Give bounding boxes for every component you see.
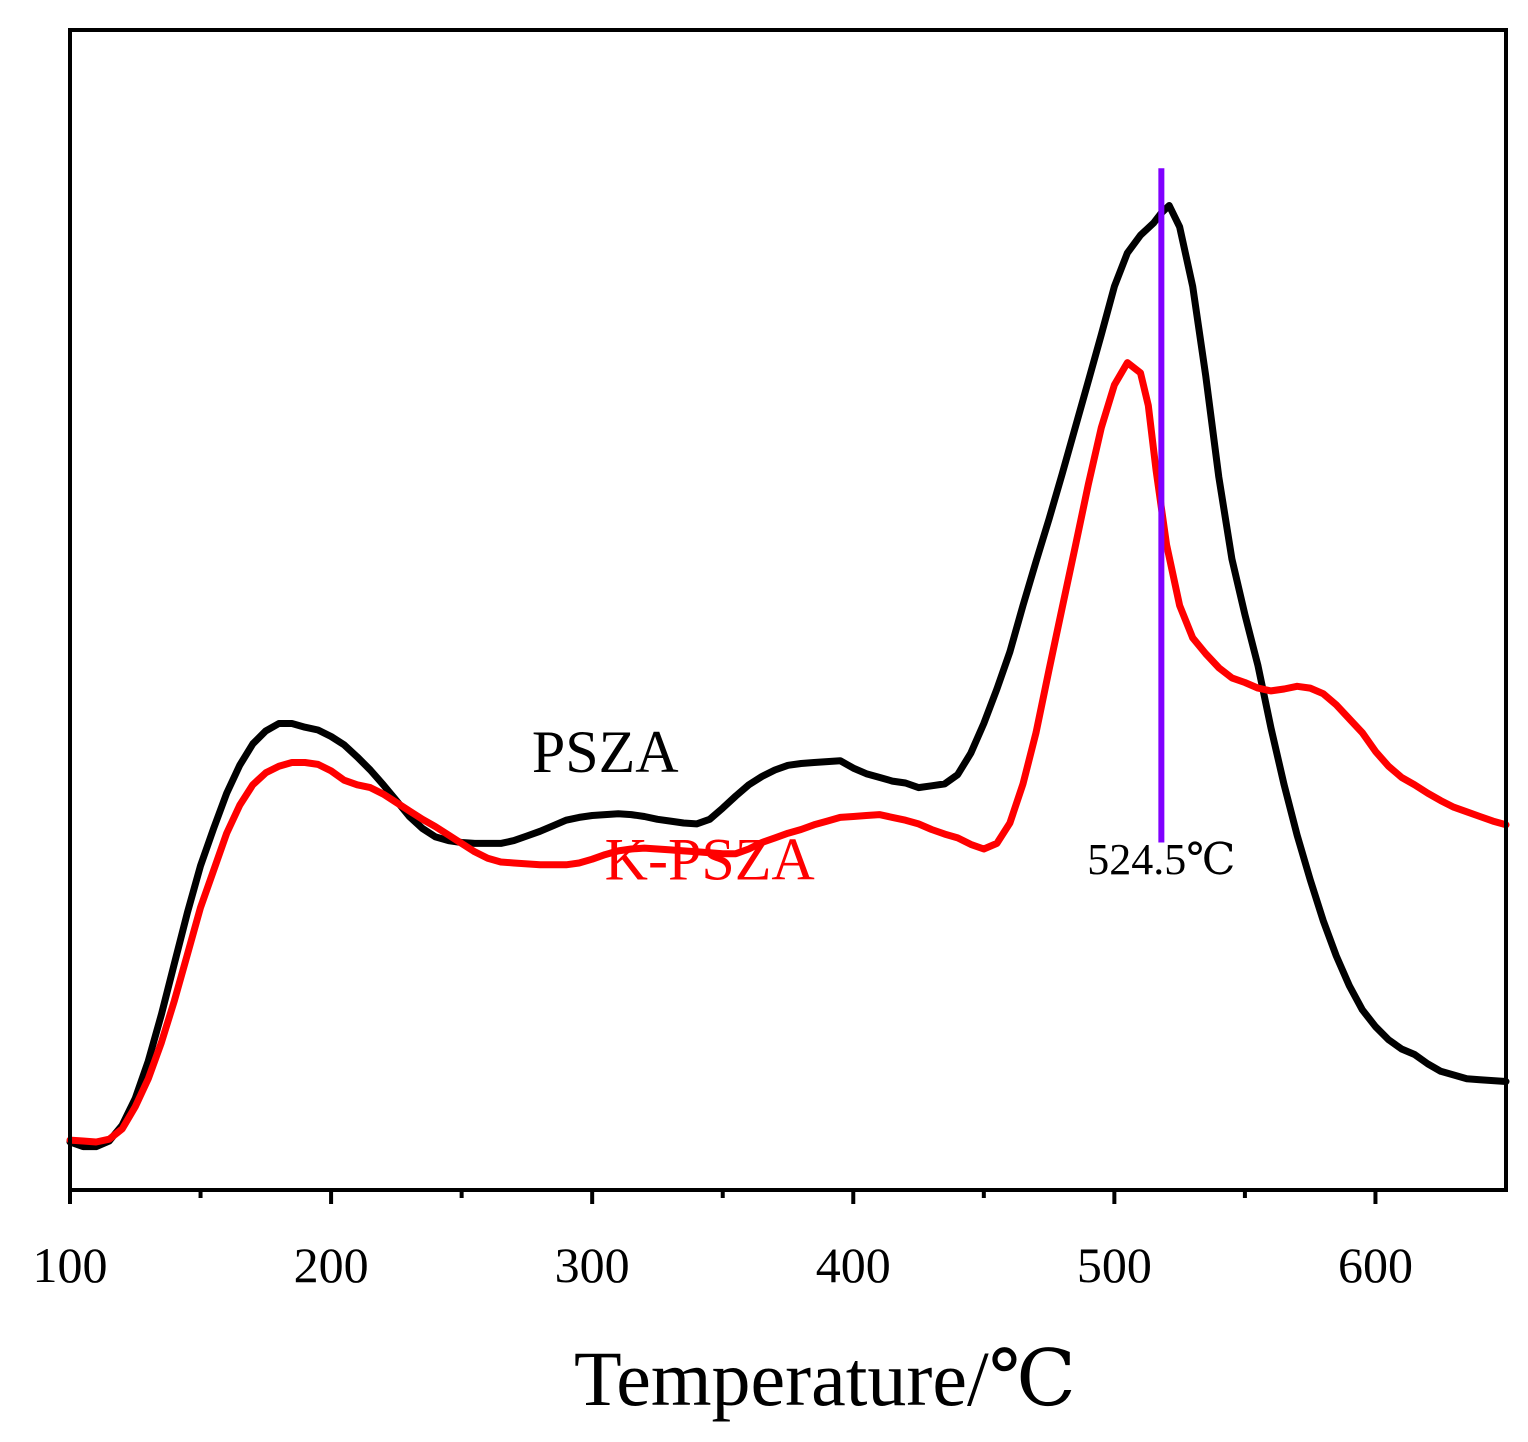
plot-frame [68,28,1508,1192]
series-line-psza [66,202,1510,1151]
x-tick-label: 600 [1338,1237,1413,1293]
series-line-k-psza [66,359,1510,1146]
series-label-k-psza: K-PSZA [605,827,815,893]
x-axis-title: Temperature/℃ [574,1335,1076,1422]
x-tick-label: 400 [816,1237,891,1293]
plot-area [66,202,1510,1151]
x-tick-label: 500 [1077,1237,1152,1293]
annotations: PSZA K-PSZA 524.5℃ [532,168,1235,893]
x-axis-ticks [68,1190,1378,1204]
x-tick-label: 300 [555,1237,630,1293]
x-axis-tick-labels: 100 200 300 400 500 600 [33,1237,1413,1293]
series-label-psza: PSZA [532,719,679,785]
x-tick-label: 100 [33,1237,108,1293]
peak-temperature-label: 524.5℃ [1087,835,1235,884]
x-tick-label: 200 [294,1237,369,1293]
